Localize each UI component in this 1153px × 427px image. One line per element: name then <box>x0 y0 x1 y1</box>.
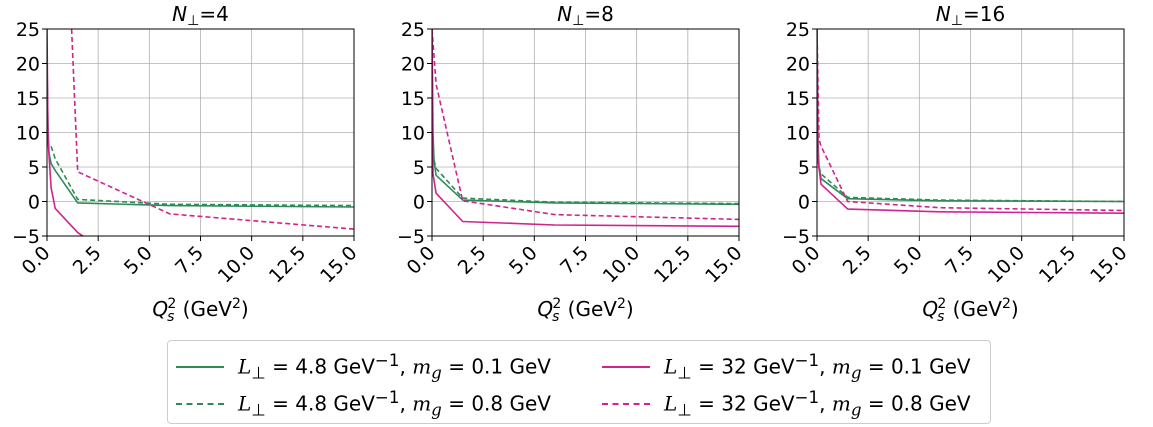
y-tick-label: 20 <box>16 54 40 76</box>
x-axis-label: Qs2 (GeV2) <box>922 296 1018 325</box>
y-tick-label: 10 <box>16 123 40 145</box>
x-tick-label: 5.0 <box>120 242 157 279</box>
series-line <box>817 29 1124 212</box>
x-tick-label: 7.5 <box>941 242 978 279</box>
y-tick-label: 5 <box>28 157 40 179</box>
y-tick-label: 5 <box>798 157 810 179</box>
x-tick-label: 12.5 <box>650 242 695 287</box>
series-line <box>817 29 1124 214</box>
y-tick-label: 15 <box>401 88 425 110</box>
x-tick-label: 7.5 <box>171 242 208 279</box>
y-tick-label: 25 <box>401 19 425 41</box>
x-tick-label: 15.0 <box>1086 242 1131 287</box>
legend: L⊥ = 4.8 GeV−1, mg = 0.1 GeV L⊥ = 32 GeV… <box>167 340 991 424</box>
y-tick-label: 0 <box>798 192 810 214</box>
chart-title: N⊥=16 <box>936 2 1005 29</box>
series-line <box>47 29 85 236</box>
legend-item: L⊥ = 4.8 GeV−1, mg = 0.8 GeV <box>176 388 551 420</box>
y-tick-label: 20 <box>401 54 425 76</box>
y-tick-label: −5 <box>12 226 40 248</box>
legend-item: L⊥ = 4.8 GeV−1, mg = 0.1 GeV <box>176 351 551 383</box>
figure: 0.0 2.5 5.0 7.5 10.0 12.5 15.0−50510152025N⊥=4… <box>12 2 1132 325</box>
x-tick-label: 15.0 <box>701 242 746 287</box>
legend-label: L⊥ = 4.8 GeV−1, mg = 0.1 GeV <box>238 351 551 383</box>
x-tick-label: 2.5 <box>454 242 491 279</box>
y-tick-label: 10 <box>401 123 425 145</box>
y-tick-label: 15 <box>16 88 40 110</box>
legend-item: L⊥ = 32 GeV−1, mg = 0.1 GeV <box>602 351 971 383</box>
series-line <box>50 146 354 207</box>
y-tick-label: 25 <box>16 19 40 41</box>
legend-label: L⊥ = 4.8 GeV−1, mg = 0.8 GeV <box>238 388 551 420</box>
y-tick-label: 10 <box>786 123 810 145</box>
x-tick-label: 2.5 <box>839 242 876 279</box>
legend-label: L⊥ = 32 GeV−1, mg = 0.1 GeV <box>664 351 971 383</box>
x-tick-label: 10.0 <box>984 242 1029 287</box>
x-tick-label: 5.0 <box>505 242 542 279</box>
series-line <box>818 166 1124 203</box>
y-tick-label: 0 <box>28 192 40 214</box>
x-tick-label: 5.0 <box>890 242 927 279</box>
legend-swatch <box>602 403 650 405</box>
x-tick-label: 12.5 <box>265 242 310 287</box>
chart-title: N⊥=4 <box>172 2 229 29</box>
series-line <box>432 29 739 221</box>
y-tick-label: 15 <box>786 88 810 110</box>
series-line <box>70 29 354 230</box>
x-tick-label: 10.0 <box>599 242 644 287</box>
x-tick-label: 10.0 <box>214 242 259 287</box>
y-tick-label: 20 <box>786 54 810 76</box>
y-tick-label: 0 <box>413 192 425 214</box>
x-tick-label: 12.5 <box>1035 242 1080 287</box>
chart-title: N⊥=8 <box>557 2 614 29</box>
x-axis-label: Qs2 (GeV2) <box>152 296 248 325</box>
y-tick-label: 25 <box>786 19 810 41</box>
x-tick-label: 7.5 <box>556 242 593 279</box>
x-axis-label: Qs2 (GeV2) <box>537 296 633 325</box>
legend-swatch <box>176 403 224 405</box>
legend-swatch <box>176 366 224 368</box>
series-line <box>432 29 739 228</box>
legend-label: L⊥ = 32 GeV−1, mg = 0.8 GeV <box>664 388 971 420</box>
legend-swatch <box>602 366 650 368</box>
x-tick-label: 2.5 <box>69 242 106 279</box>
legend-item: L⊥ = 32 GeV−1, mg = 0.8 GeV <box>602 388 971 420</box>
y-tick-label: −5 <box>782 226 810 248</box>
y-tick-label: 5 <box>413 157 425 179</box>
y-tick-label: −5 <box>397 226 425 248</box>
x-tick-label: 15.0 <box>316 242 361 287</box>
